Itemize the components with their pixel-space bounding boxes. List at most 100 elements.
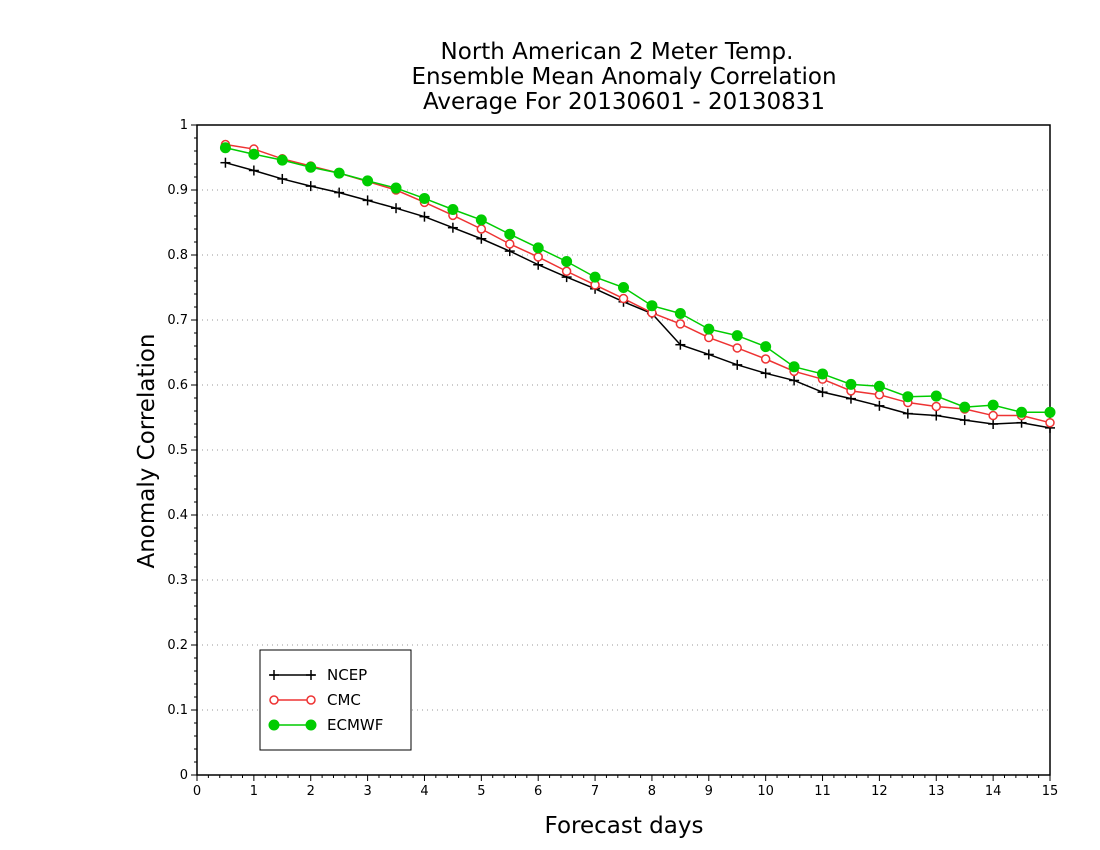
data-point-cmc: [988, 410, 998, 421]
y-tick-label: 0.7: [167, 313, 188, 328]
x-tick-label: 1: [250, 784, 258, 799]
y-tick-label: 0.5: [167, 443, 188, 458]
data-point-ecmwf: [618, 282, 629, 293]
data-point-ecmwf: [731, 330, 743, 342]
y-tick-label: 0: [180, 768, 188, 783]
data-point-cmc: [533, 252, 543, 262]
data-point-ncep: [447, 222, 458, 233]
legend: NCEP CMC ECMWF: [259, 649, 412, 751]
data-point-cmc: [1045, 417, 1055, 428]
series-line-cmc: [225, 143, 1051, 424]
data-point-ecmwf: [248, 148, 260, 160]
data-point-ecmwf: [305, 161, 317, 173]
data-point-ecmwf: [930, 390, 942, 402]
data-point-ecmwf: [418, 192, 430, 204]
x-tick-label: 5: [477, 784, 485, 799]
data-point-ecmwf: [532, 242, 544, 254]
data-point-cmc: [505, 239, 515, 249]
data-point-ecmwf: [1044, 406, 1056, 418]
data-point-ecmwf: [276, 154, 288, 166]
data-point-ecmwf: [788, 361, 800, 373]
y-tick-label: 0.3: [167, 573, 188, 588]
data-point-ncep: [817, 387, 828, 398]
data-point-ecmwf: [760, 341, 772, 353]
data-point-ncep: [248, 165, 259, 176]
data-point-ecmwf: [873, 380, 885, 392]
series-ncep: [220, 157, 1055, 433]
legend-label: NCEP: [327, 666, 367, 684]
data-point-ecmwf: [447, 204, 459, 215]
data-point-ecmwf: [902, 391, 914, 403]
x-tick-label: 11: [814, 784, 831, 799]
chart-title: North American 2 Meter Temp. Ensemble Me…: [411, 39, 836, 115]
data-point-ncep: [760, 368, 771, 379]
data-point-ecmwf: [219, 142, 231, 154]
y-tick-label: 0.8: [167, 248, 188, 263]
data-point-ncep: [988, 419, 999, 429]
data-point-ncep: [305, 181, 316, 192]
legend-marker: [305, 719, 317, 731]
series-cmc: [220, 139, 1055, 428]
series-group: [219, 139, 1056, 433]
legend-marker: [268, 719, 280, 731]
data-point-cmc: [618, 293, 629, 304]
x-tick-label: 12: [871, 784, 888, 799]
data-point-ncep: [789, 375, 800, 386]
chart-title-line-1: North American 2 Meter Temp.: [441, 39, 794, 65]
data-point-ecmwf: [646, 300, 658, 312]
data-point-ncep: [220, 157, 231, 168]
data-point-ncep: [902, 408, 913, 419]
data-point-cmc: [704, 332, 714, 343]
series-line-ecmwf: [225, 147, 1050, 414]
data-point-cmc: [675, 319, 686, 329]
x-tick-label: 0: [193, 784, 201, 799]
x-tick-label: 14: [985, 784, 1002, 799]
data-point-ncep: [675, 339, 686, 350]
data-point-cmc: [561, 266, 572, 276]
data-point-ncep: [362, 195, 373, 206]
data-point-ncep: [476, 233, 487, 244]
legend-label: CMC: [327, 691, 361, 709]
data-point-ecmwf: [390, 182, 402, 194]
data-point-ecmwf: [475, 214, 487, 226]
data-point-ecmwf: [703, 323, 715, 335]
data-point-ncep: [959, 415, 970, 426]
x-tick-label: 9: [705, 784, 713, 799]
data-point-ncep: [419, 211, 430, 222]
y-tick-label: 0.2: [167, 638, 188, 653]
data-point-ecmwf: [845, 378, 857, 390]
data-point-ncep: [732, 359, 743, 370]
data-point-ecmwf: [362, 175, 374, 187]
y-tick-label: 0.1: [167, 703, 188, 718]
data-point-cmc: [760, 354, 771, 364]
data-point-cmc: [874, 390, 885, 400]
x-tick-label: 4: [420, 784, 428, 799]
data-point-cmc: [931, 401, 942, 412]
data-point-ecmwf: [674, 308, 686, 319]
data-point-ncep: [703, 349, 714, 360]
data-point-ecmwf: [817, 368, 829, 380]
x-tick-label: 10: [757, 784, 774, 799]
legend-marker: [306, 670, 316, 680]
y-tick-label: 0.4: [167, 508, 188, 523]
legend-item-ncep: NCEP: [269, 666, 367, 684]
x-tick-label: 13: [928, 784, 945, 799]
data-point-cmc: [476, 224, 487, 234]
y-tick-label: 1: [180, 118, 188, 133]
x-tick-label: 3: [363, 784, 371, 799]
data-point-ecmwf: [561, 256, 573, 267]
data-point-ecmwf: [333, 167, 345, 179]
data-point-ecmwf: [987, 399, 999, 411]
y-tick-label: 0.9: [167, 183, 188, 198]
data-point-cmc: [732, 343, 742, 353]
chart-title-line-2: Ensemble Mean Anomaly Correlation: [411, 64, 836, 90]
data-point-ecmwf: [589, 271, 601, 283]
data-point-ncep: [334, 187, 345, 198]
data-point-ncep: [277, 173, 288, 184]
series-line-ncep: [225, 161, 1051, 429]
chart-title-line-3: Average For 20130601 - 20130831: [423, 89, 825, 115]
data-point-ncep: [874, 400, 885, 411]
legend-marker: [269, 695, 279, 705]
legend-marker: [269, 670, 279, 680]
